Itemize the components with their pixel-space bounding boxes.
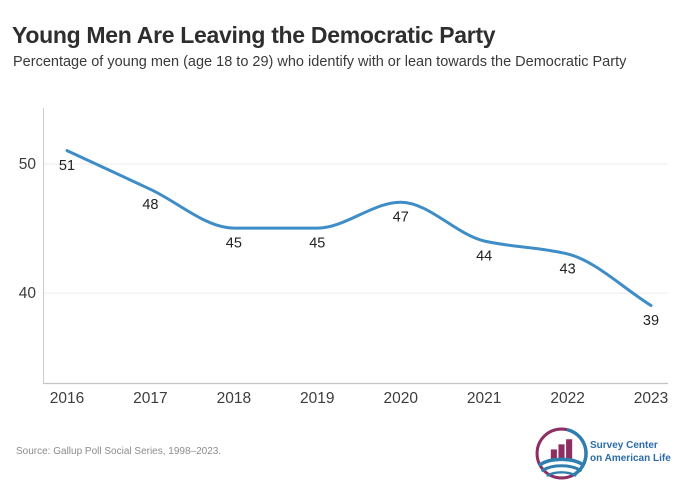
data-label: 44 <box>476 248 492 264</box>
data-label: 48 <box>142 197 158 213</box>
x-axis-label: 2021 <box>467 390 501 407</box>
source-note: Source: Gallup Poll Social Series, 1998–… <box>16 446 222 457</box>
trend-line <box>65 149 653 307</box>
data-label: 51 <box>59 158 75 174</box>
logo-bar-medium <box>558 444 565 460</box>
x-axis-label: 2018 <box>217 390 251 407</box>
logo-bar-large <box>566 439 573 460</box>
data-label: 47 <box>393 210 409 226</box>
logo-wordmark: Survey Center on American Life <box>590 440 671 465</box>
x-axis-label: 2017 <box>133 390 167 407</box>
y-tick-label: 40 <box>19 285 37 302</box>
x-axis-label: 2016 <box>50 390 84 407</box>
x-axis-label: 2020 <box>383 390 418 407</box>
x-axis-label: 2023 <box>634 390 668 407</box>
logo-bar-small <box>550 449 557 460</box>
logo-wave-middle <box>541 464 582 472</box>
chart-title: Young Men Are Leaving the Democratic Par… <box>12 22 496 48</box>
data-label: 39 <box>643 313 659 329</box>
x-axis-label: 2022 <box>550 390 584 407</box>
logo-wave-top <box>538 457 585 467</box>
logo-wordmark-line2: on American Life <box>590 452 671 464</box>
logo-wave-bottom <box>546 471 577 477</box>
x-axis-label: 2019 <box>300 390 334 407</box>
chart-subtitle: Percentage of young men (age 18 to 29) w… <box>13 54 627 70</box>
data-label: 43 <box>560 261 576 277</box>
data-label: 45 <box>226 236 242 252</box>
logo-wordmark-line1: Survey Center <box>590 440 658 451</box>
y-tick-label: 50 <box>19 156 37 173</box>
survey-center-logo-icon <box>535 427 588 480</box>
data-label: 45 <box>309 236 325 252</box>
